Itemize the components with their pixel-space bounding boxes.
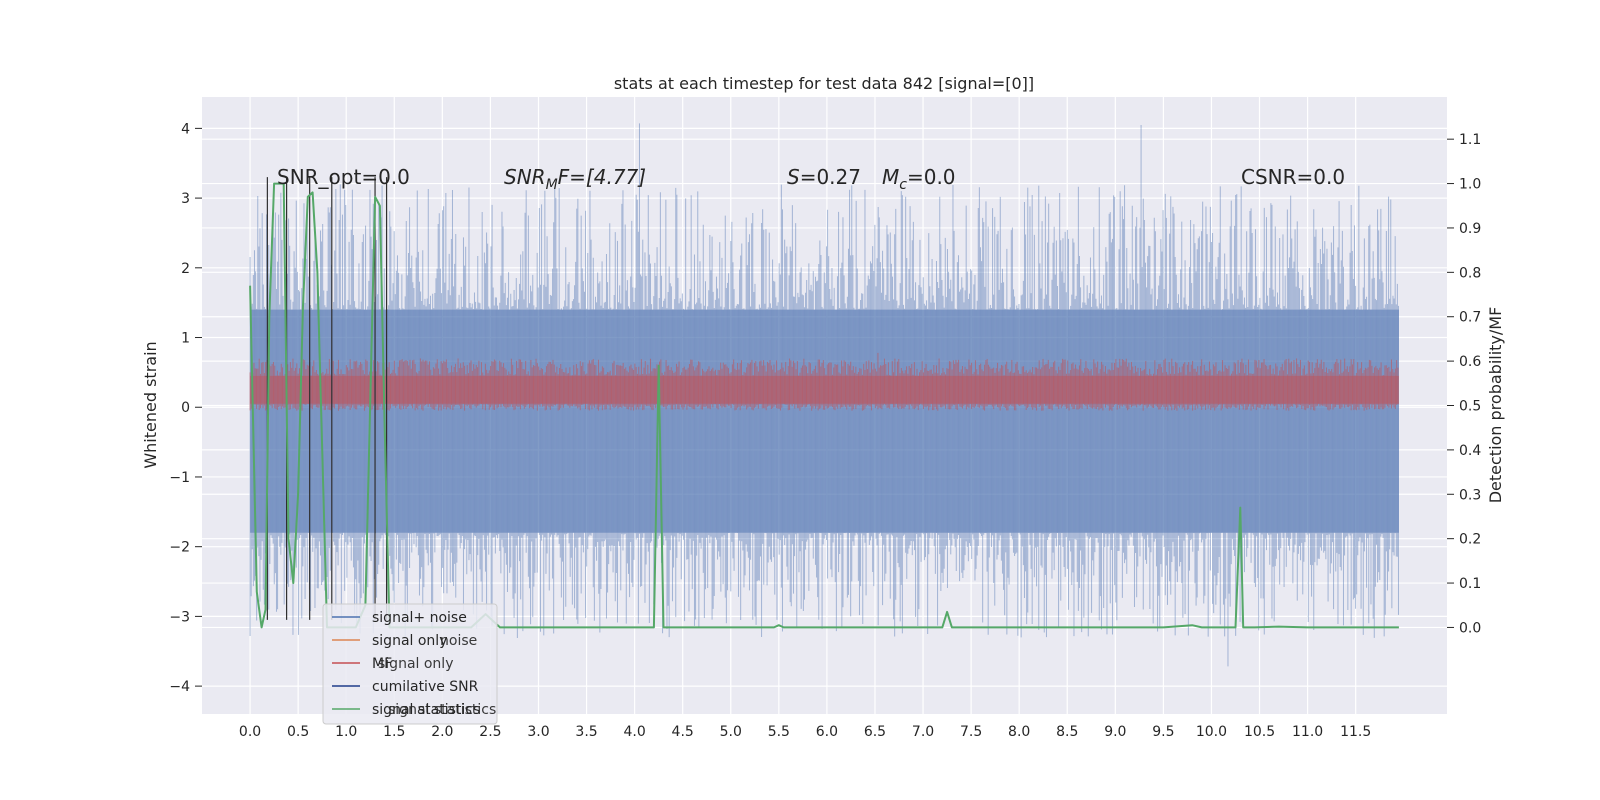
y-axis-label: Whitened strain xyxy=(141,341,160,468)
annotation-s: S=0.27 xyxy=(787,165,861,189)
x-tick-label: 8.5 xyxy=(1056,724,1078,740)
y2-tick-label: 1.1 xyxy=(1459,132,1481,148)
y2-tick-label: 0.3 xyxy=(1459,487,1481,503)
x-tick-label: 7.5 xyxy=(960,724,982,740)
x-tick-label: 3.0 xyxy=(527,724,549,740)
x-tick-label: 0.0 xyxy=(239,724,261,740)
y-tick-label: −2 xyxy=(169,540,190,556)
y2-axis-label: Detection probability/MF xyxy=(1486,307,1505,504)
x-tick-label: 8.0 xyxy=(1008,724,1030,740)
x-tick-label: 9.5 xyxy=(1152,724,1174,740)
series-signal-statistics xyxy=(249,182,1399,629)
y-tick-label: 1 xyxy=(181,331,190,347)
x-tick-label: 6.0 xyxy=(816,724,838,740)
y-tick-label: 4 xyxy=(181,121,190,137)
y2-tick-label: 0.1 xyxy=(1459,576,1481,592)
y-tick-label: 3 xyxy=(181,191,190,207)
y2-tick-label: 0.4 xyxy=(1459,443,1481,459)
x-tick-label: 5.5 xyxy=(768,724,790,740)
signal-statistics-line xyxy=(249,182,1399,629)
y2-tick-label: 0.8 xyxy=(1459,265,1481,281)
x-tick-label: 9.0 xyxy=(1104,724,1126,740)
legend-ghost-signal-only: signal only xyxy=(378,656,453,672)
x-tick-label: 10.5 xyxy=(1244,724,1275,740)
legend-label: signal only xyxy=(372,633,447,649)
x-tick-label: 0.5 xyxy=(287,724,309,740)
y-tick-label: −3 xyxy=(169,609,190,625)
annotation-snr-opt: SNR_opt=0.0 xyxy=(277,165,410,189)
x-tick-label: 10.0 xyxy=(1196,724,1227,740)
y-tick-label: 2 xyxy=(181,261,190,277)
x-tick-label: 3.5 xyxy=(575,724,597,740)
y2-tick-label: 0.7 xyxy=(1459,310,1481,326)
annotation-snr-mf: SNRMF=[4.77] xyxy=(504,165,646,193)
x-tick-label: 2.0 xyxy=(431,724,453,740)
x-tick-label: 2.5 xyxy=(479,724,501,740)
legend-label: signal statistics xyxy=(372,702,480,718)
chart-title: stats at each timestep for test data 842… xyxy=(614,74,1034,93)
x-tick-label: 1.5 xyxy=(383,724,405,740)
legend-ghost-signal-statistics: signal statistics xyxy=(388,702,496,718)
y-tick-label: −4 xyxy=(169,679,190,695)
x-tick-label: 11.0 xyxy=(1292,724,1323,740)
x-tick-label: 1.0 xyxy=(335,724,357,740)
legend-label: signal+ noise xyxy=(372,610,467,626)
x-tick-label: 4.5 xyxy=(672,724,694,740)
y2-tick-label: 0.2 xyxy=(1459,532,1481,548)
noise-band xyxy=(250,309,1399,533)
y2-tick-label: 0.5 xyxy=(1459,399,1481,415)
y-tick-label: −1 xyxy=(169,470,190,486)
legend-label: MF xyxy=(372,656,392,672)
x-tick-label: 4.0 xyxy=(623,724,645,740)
y2-tick-label: 0.0 xyxy=(1459,620,1481,636)
x-tick-label: 6.5 xyxy=(864,724,886,740)
annotation-mc: Mc=0.0 xyxy=(882,165,956,193)
y2-tick-label: 1.0 xyxy=(1459,177,1481,193)
legend-ghost-noise: noise xyxy=(440,633,477,649)
legend-box xyxy=(322,603,498,725)
y2-tick-label: 0.6 xyxy=(1459,354,1481,370)
y-axis-ticks: 4 3 2 1 0 −1 −2 −3 −4 xyxy=(169,121,202,695)
x-tick-label: 5.0 xyxy=(720,724,742,740)
legend: noise signal only signal statistics sign… xyxy=(322,603,498,725)
legend-label: cumilative SNR xyxy=(372,679,479,695)
annotation-csnr: CSNR=0.0 xyxy=(1241,165,1345,189)
x-axis-ticks: 0.0 0.5 1.0 1.5 2.0 2.5 3.0 3.5 4.0 4.5 5.0 5.5 6.0 6… xyxy=(239,724,1371,740)
series-mf xyxy=(249,352,1399,411)
x-tick-label: 11.5 xyxy=(1340,724,1371,740)
x-tick-label: 7.0 xyxy=(912,724,934,740)
y-tick-label: 0 xyxy=(181,400,190,416)
y2-tick-label: 0.9 xyxy=(1459,221,1481,237)
y2-axis-ticks: 1.1 1.0 0.9 0.8 0.7 0.6 0.5 0.4 0.3 0.2 0.1 0.0 xyxy=(1447,132,1481,636)
